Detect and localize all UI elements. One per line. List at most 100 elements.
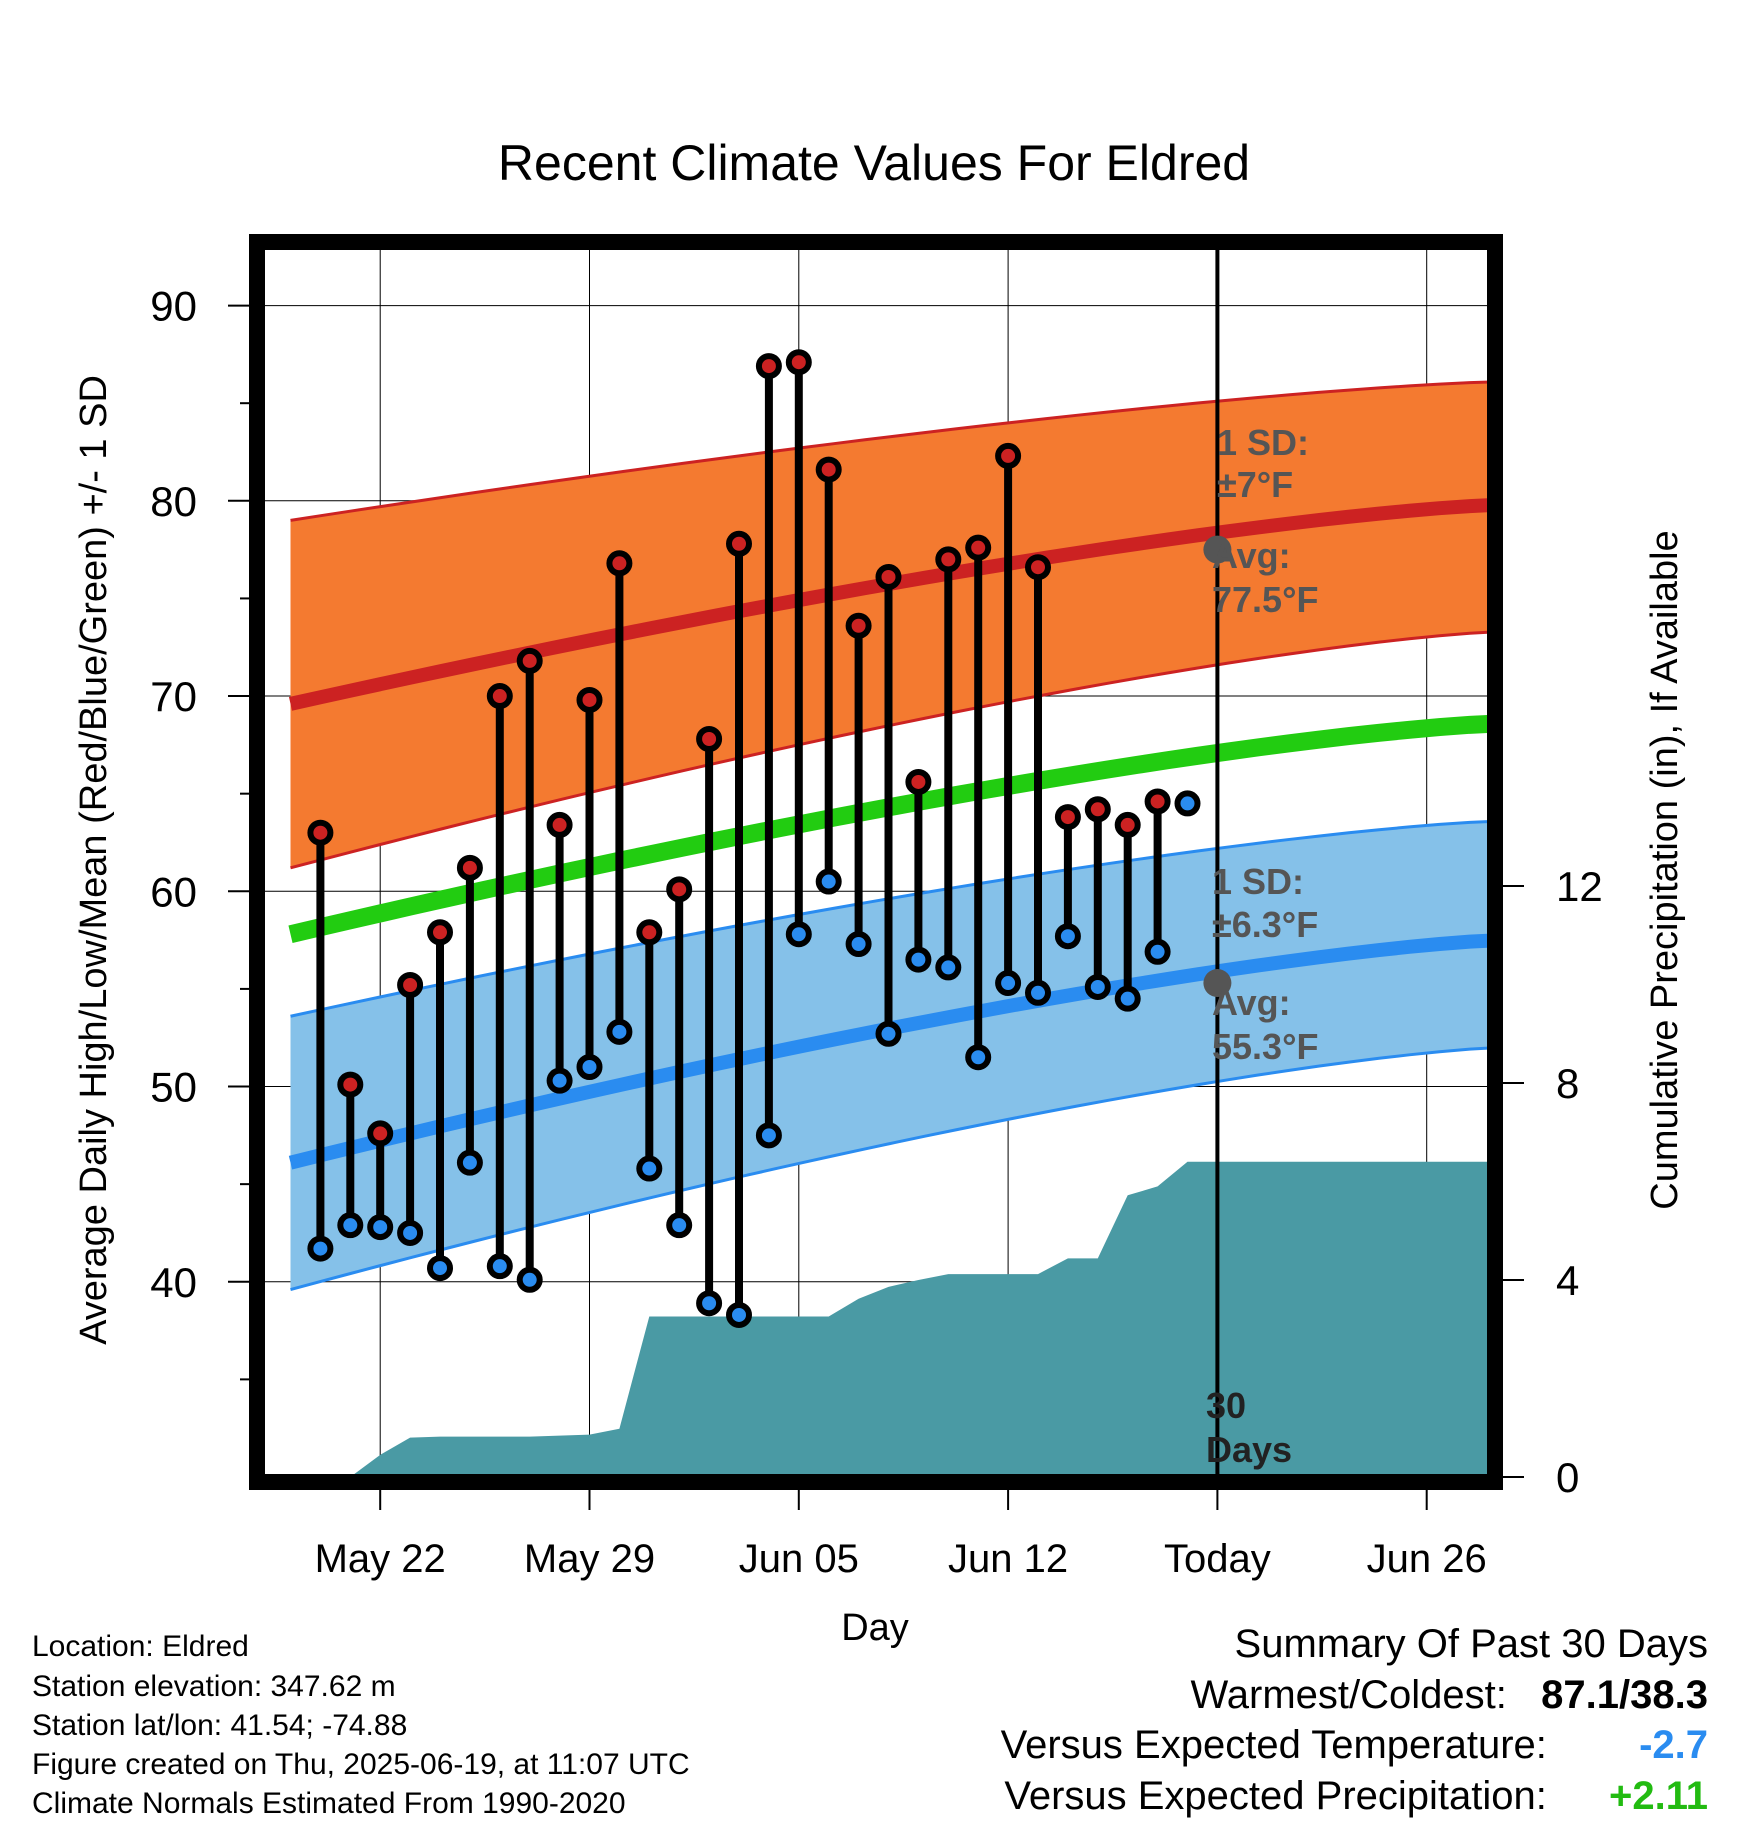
obs-high-point	[486, 683, 513, 710]
obs-high-point	[935, 546, 962, 573]
obs-high-point	[755, 353, 782, 380]
observed-temperatures	[307, 349, 1232, 1328]
y-tick-label-right: 4	[1556, 1257, 1579, 1304]
obs-high-point	[397, 972, 424, 998]
y-tick-label-right: 12	[1556, 863, 1603, 910]
obs-low-point	[546, 1067, 573, 1094]
obs-low-point	[636, 1155, 663, 1182]
low-sd-band-upper-edge	[290, 819, 1490, 1018]
obs-low-point	[427, 1255, 453, 1282]
y-tick-label-left: 50	[150, 1064, 197, 1111]
obs-low-point	[1144, 938, 1171, 965]
obs-high-point	[965, 534, 992, 561]
high-sd-value: ±7°F	[1217, 464, 1293, 505]
obs-low-point	[606, 1018, 633, 1045]
normal-mean-line	[288, 714, 1490, 944]
obs-high-point	[516, 647, 543, 674]
obs-high-point	[1054, 804, 1081, 831]
y-tick-label-right: 8	[1556, 1060, 1579, 1107]
y-axis-label-left: Average Daily High/Low/Mean (Red/Blue/Gr…	[73, 375, 115, 1345]
y-tick-label-left: 80	[150, 478, 197, 525]
obs-low-point	[875, 1020, 902, 1047]
obs-low-point	[1084, 973, 1111, 1000]
obs-low-point	[666, 1212, 693, 1239]
precip-label: Versus Expected Precipitation:	[1004, 1774, 1547, 1818]
obs-high-point	[666, 876, 693, 903]
footer-latlon: Station lat/lon: 41.54; -74.88	[32, 1709, 408, 1742]
obs-high-point	[1114, 811, 1141, 838]
obs-low-point	[995, 970, 1022, 997]
precip-area	[320, 1161, 1490, 1477]
x-tick-label: May 22	[315, 1537, 446, 1581]
obs-low-point	[696, 1290, 723, 1317]
obs-high-point	[576, 686, 603, 713]
obs-low-point	[1114, 985, 1141, 1012]
x-tick-label: Jun 26	[1367, 1537, 1487, 1581]
obs-low-point	[307, 1235, 334, 1262]
summary-title: Summary Of Past 30 Days	[1234, 1622, 1708, 1666]
obs-low-point	[576, 1054, 603, 1080]
y-tick-label-left: 60	[150, 868, 197, 915]
obs-low-point	[815, 868, 842, 895]
footer-normals: Climate Normals Estimated From 1990-2020	[32, 1787, 626, 1820]
low-avg-label: Avg:	[1212, 982, 1291, 1023]
obs-low-point	[935, 954, 962, 981]
obs-high-point	[845, 612, 872, 639]
high-sd-band-upper-edge	[290, 380, 1490, 522]
temp-value: -2.7	[1639, 1723, 1708, 1767]
high-avg-label: Avg:	[1212, 535, 1291, 576]
obs-low-point	[367, 1214, 394, 1241]
low-sd-band	[290, 821, 1490, 1290]
plot-frame	[249, 234, 1503, 1490]
warmest-coldest-label: Warmest/Coldest:	[1190, 1673, 1507, 1717]
summary-precipitation: Versus Expected Precipitation: +2.11	[1004, 1772, 1708, 1820]
footer-location: Location: Eldred	[32, 1630, 249, 1663]
obs-high-point	[1025, 554, 1051, 581]
obs-high-point	[875, 563, 902, 590]
x-tick-label: Jun 12	[948, 1537, 1068, 1581]
obs-high-point	[636, 919, 663, 946]
today-high-avg-marker	[1203, 535, 1232, 564]
footer-created: Figure created on Thu, 2025-06-19, at 11…	[32, 1748, 690, 1781]
footer-elevation: Station elevation: 347.62 m	[32, 1670, 396, 1703]
annotations: 1 SD: ±7°F Avg: 77.5°F 1 SD: ±6.3°F Avg:…	[1206, 422, 1318, 1470]
obs-low-point	[516, 1266, 543, 1293]
summary-temperature: Versus Expected Temperature: -2.7	[1001, 1721, 1708, 1769]
precip-area-fill	[320, 1161, 1490, 1477]
obs-low-point	[965, 1044, 992, 1071]
obs-low-point	[845, 931, 872, 957]
low-sd-value: ±6.3°F	[1212, 904, 1318, 945]
obs-low-point	[456, 1149, 483, 1176]
obs-low-point	[726, 1301, 752, 1328]
low-avg-value: 55.3°F	[1212, 1026, 1318, 1067]
obs-low-point	[905, 946, 932, 973]
x-tick-label: May 29	[524, 1537, 655, 1581]
obs-high-point	[367, 1120, 394, 1147]
chart-title: Recent Climate Values For Eldred	[498, 135, 1250, 191]
obs-high-point	[696, 726, 723, 752]
x-axis-label: Day	[841, 1607, 909, 1649]
high-avg-value: 77.5°F	[1212, 579, 1318, 620]
summary-warmest-coldest: Warmest/Coldest: 87.1/38.3	[1191, 1671, 1709, 1719]
x-tick-label: Jun 05	[739, 1537, 859, 1581]
obs-high-point	[1084, 796, 1111, 823]
low-sd-label: 1 SD:	[1212, 861, 1304, 902]
obs-high-point	[815, 456, 842, 483]
obs-high-point	[307, 819, 334, 846]
obs-high-point	[337, 1071, 364, 1098]
warmest-coldest-value: 87.1/38.3	[1541, 1673, 1708, 1717]
y-tick-label-left: 90	[150, 283, 197, 330]
obs-high-point	[456, 854, 483, 881]
y-tick-label-left: 70	[150, 673, 197, 720]
days-word-label: Days	[1206, 1429, 1292, 1470]
obs-high-point	[785, 349, 812, 376]
days-count-label: 30	[1206, 1385, 1246, 1426]
obs-low-point	[337, 1212, 364, 1239]
temp-label: Versus Expected Temperature:	[1000, 1723, 1547, 1767]
obs-high-point	[546, 811, 573, 838]
obs-low-point	[1174, 790, 1201, 817]
obs-low-point	[785, 921, 812, 948]
obs-low-point	[486, 1253, 513, 1280]
